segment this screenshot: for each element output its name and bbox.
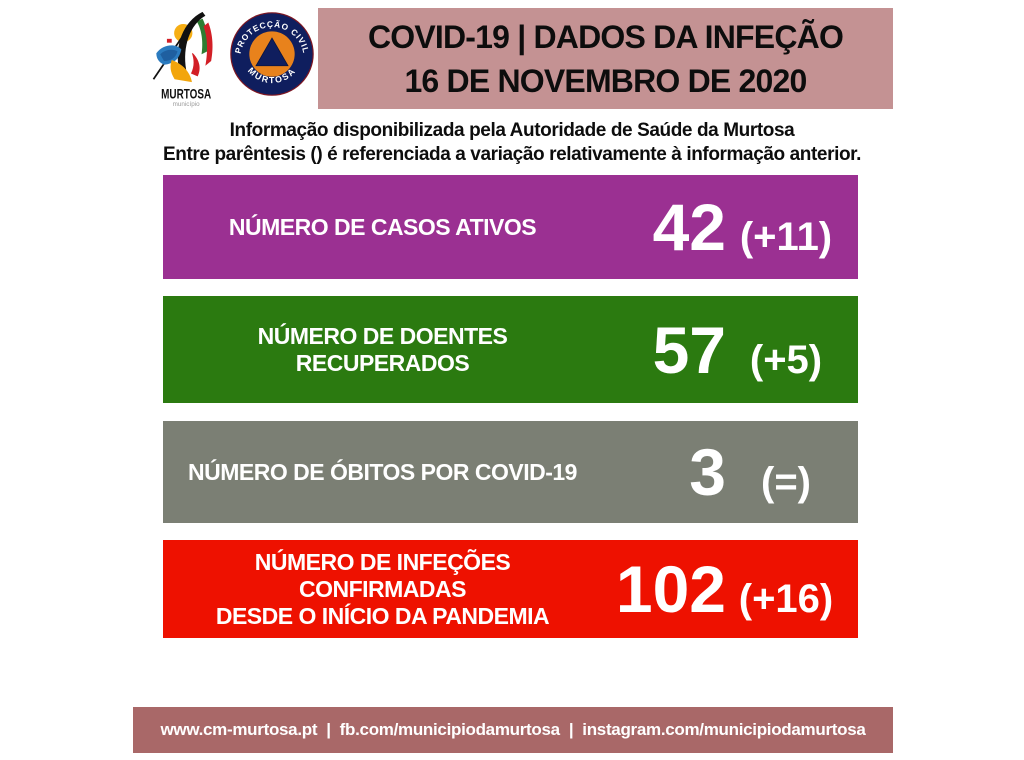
moliceiro-prow xyxy=(177,11,206,73)
stat-value-active-cases: 42 (+11) xyxy=(588,194,858,260)
stat-number: 42 xyxy=(652,190,726,264)
civil-protection-triangle-icon xyxy=(255,37,289,67)
stat-label-active-cases: NÚMERO DE CASOS ATIVOS xyxy=(228,213,537,240)
civil-protection-logo: PROTECÇÃO CIVIL MURTOSA xyxy=(230,12,314,96)
title-banner: COVID-19 | DADOS DA INFEÇÃO 16 DE NOVEMB… xyxy=(318,8,893,109)
red-hull xyxy=(190,53,200,77)
separator: | xyxy=(326,720,331,739)
stat-number: 3 xyxy=(689,435,726,509)
stat-delta: (=) xyxy=(761,460,811,504)
instagram-link: instagram.com/municipiodamurtosa xyxy=(582,720,866,739)
intro-line1: Informação disponibilizada pela Autorida… xyxy=(229,120,795,141)
yellow-sail xyxy=(170,60,192,83)
blue-boat-shade xyxy=(160,49,178,61)
stat-bar-recovered: NÚMERO DE DOENTES RECUPERADOS 57 (+5) xyxy=(163,296,858,403)
facebook-link: fb.com/municipiodamurtosa xyxy=(339,720,560,739)
footer-bar: www.cm-murtosa.pt | fb.com/municipiodamu… xyxy=(133,707,893,753)
stat-bar-active-cases: NÚMERO DE CASOS ATIVOS 42 (+11) xyxy=(163,175,858,279)
intro-line2: Entre parêntesis () é referenciada a var… xyxy=(163,144,861,165)
separator: | xyxy=(568,720,574,739)
murtosa-wordmark: MURTOSA xyxy=(161,86,211,101)
stat-delta: (+11) xyxy=(739,215,833,259)
murtosa-subtitle: município xyxy=(173,101,200,108)
page-title-line2: 16 DE NOVEMBRO DE 2020 xyxy=(404,62,807,99)
stat-delta: (+5) xyxy=(749,337,823,382)
stat-bar-total-infections: NÚMERO DE INFEÇÕES CONFIRMADAS DESDE O I… xyxy=(163,540,858,638)
stat-label-recovered: NÚMERO DE DOENTES RECUPERADOS xyxy=(257,322,508,376)
stat-value-recovered: 57 (+5) xyxy=(588,317,858,383)
red-stripe xyxy=(203,22,213,66)
stat-number: 57 xyxy=(652,312,726,387)
murtosa-municipality-logo: MURTOSA município xyxy=(152,11,213,108)
stat-delta: (+16) xyxy=(738,577,834,621)
page-title-line1: COVID-19 | DADOS DA INFEÇÃO xyxy=(367,18,844,55)
header-logos: MURTOSA município PROTECÇÃO CIVIL MURTOS… xyxy=(148,8,320,110)
stat-label-deaths: NÚMERO DE ÓBITOS POR COVID-19 xyxy=(188,458,577,485)
website-link: www.cm-murtosa.pt xyxy=(160,720,318,739)
stat-number: 102 xyxy=(615,552,726,626)
stat-value-total-infections: 102 (+16) xyxy=(588,556,858,622)
boat-flag xyxy=(166,38,172,43)
intro-note: Informação disponibilizada pela Autorida… xyxy=(0,119,1024,167)
stat-value-deaths: 3 (=) xyxy=(588,439,858,505)
stat-label-total-infections: NÚMERO DE INFEÇÕES CONFIRMADAS DESDE O I… xyxy=(215,548,550,629)
stat-bar-deaths: NÚMERO DE ÓBITOS POR COVID-19 3 (=) xyxy=(163,421,858,523)
